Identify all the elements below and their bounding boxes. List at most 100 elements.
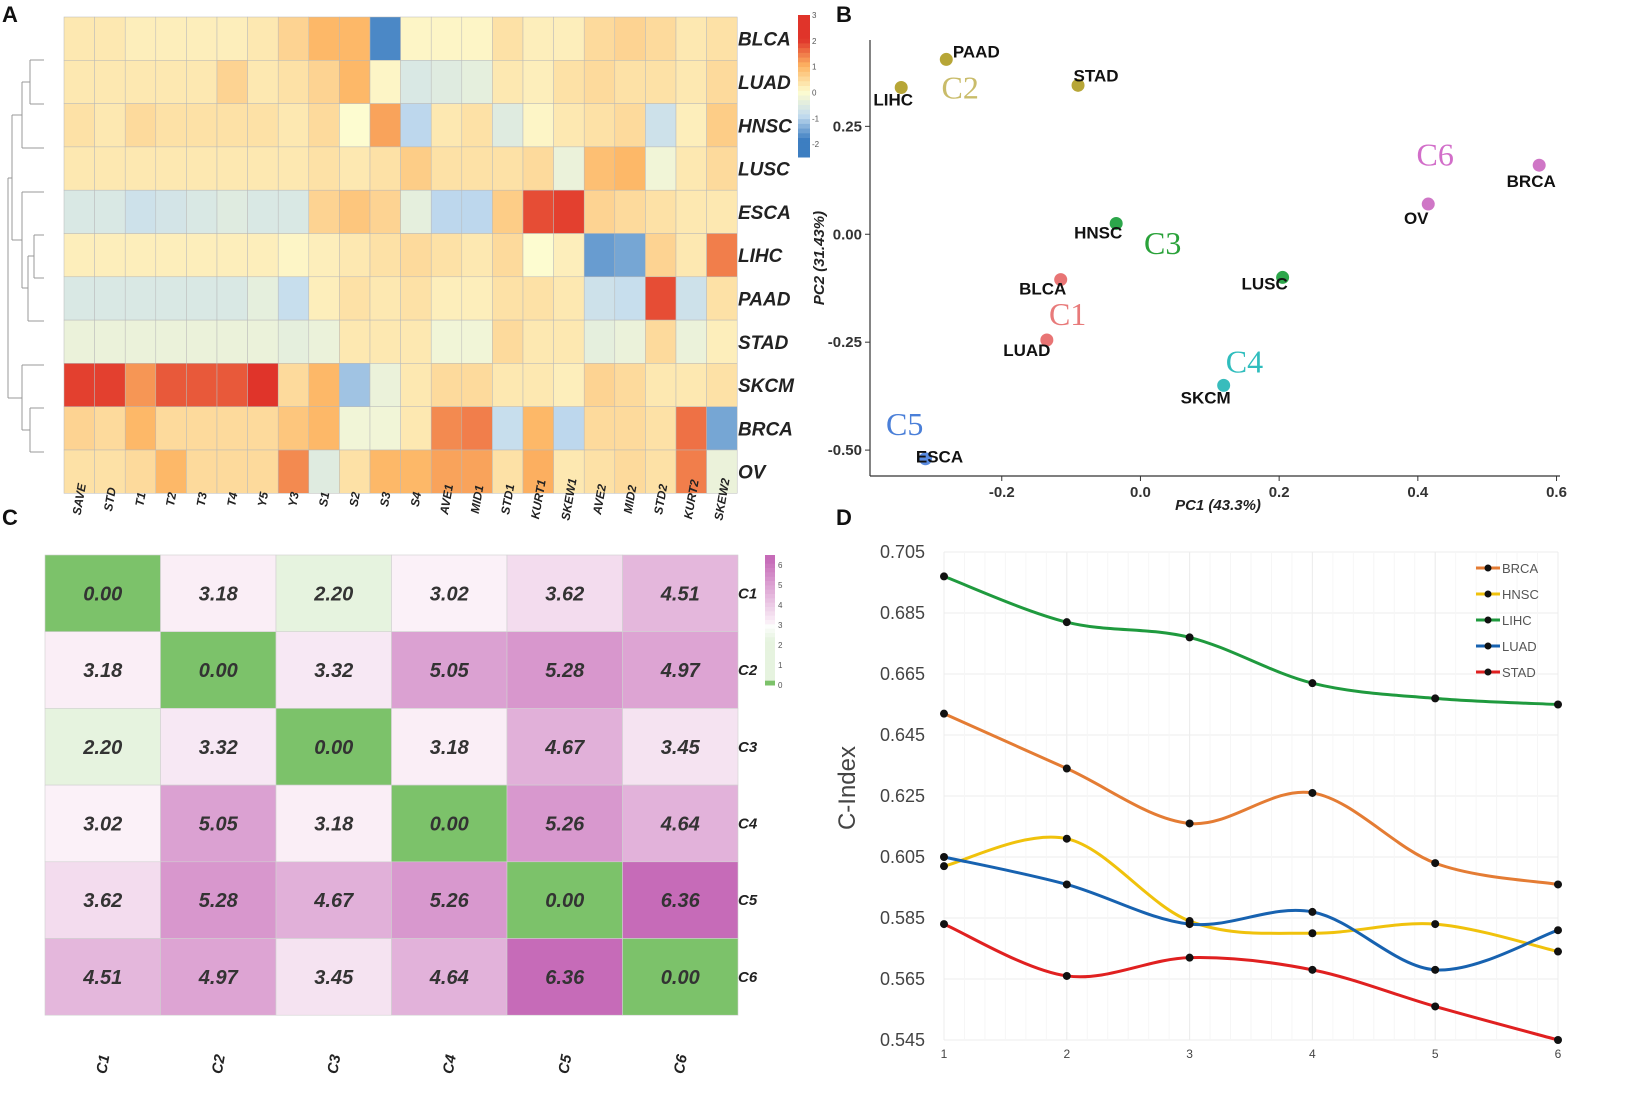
heatmap-a-cell bbox=[308, 276, 340, 321]
colorbar-c-segment bbox=[765, 598, 775, 604]
heatmap-a-cell bbox=[553, 276, 585, 321]
colorbar-a-segment bbox=[798, 24, 810, 30]
colorbar-c-segment bbox=[765, 559, 775, 565]
heatmap-a-cell bbox=[124, 319, 157, 364]
heatmap-a-cell bbox=[614, 406, 646, 451]
heatmap-a-cell bbox=[369, 406, 401, 451]
heatmap-a-cell bbox=[522, 103, 554, 148]
distance-matrix-cell bbox=[622, 554, 739, 632]
heatmap-a-cell bbox=[94, 276, 126, 321]
distance-matrix-value: 0.00 bbox=[83, 583, 122, 605]
heatmap-a-cell bbox=[94, 103, 126, 148]
heatmap-a-cell bbox=[400, 233, 432, 278]
cindex-point bbox=[1308, 907, 1317, 916]
heatmap-a-cell bbox=[63, 16, 95, 61]
heatmap-a-cell bbox=[614, 16, 646, 61]
pca-point-label: LIHC bbox=[873, 90, 913, 109]
heatmap-a-cell bbox=[430, 363, 463, 407]
heatmap-a-cell bbox=[583, 60, 616, 104]
colorbar-a-segment bbox=[798, 48, 810, 54]
heatmap-a-cell bbox=[522, 16, 554, 61]
heatmap-a-cell bbox=[553, 233, 585, 278]
colorbar-a-segment bbox=[798, 15, 810, 21]
heatmap-a-cell bbox=[277, 189, 310, 234]
heatmap-a-cell bbox=[706, 189, 738, 234]
heatmap-a-cell bbox=[583, 319, 616, 364]
colorbar-a-segment bbox=[798, 123, 810, 130]
heatmap-a-cell bbox=[614, 319, 646, 364]
pca-point bbox=[1276, 270, 1290, 284]
colorbar-c-segment bbox=[765, 633, 775, 638]
panel-a-heatmap: BLCA LUAD HNSC LUSC ESCA LIHC PAAD STAD SKCM BRCA… bbox=[7, 11, 820, 522]
heatmap-a-cell bbox=[675, 406, 707, 451]
heatmap-a-cell bbox=[186, 16, 218, 61]
heatmap-a-cell bbox=[277, 406, 310, 451]
heatmap-a-cell bbox=[277, 146, 310, 191]
colorbar-c-segment bbox=[765, 667, 775, 673]
colorbar-c-tick: 4 bbox=[778, 601, 783, 610]
heatmap-a-cell bbox=[461, 449, 493, 494]
heatmap-a-cell bbox=[277, 449, 310, 494]
heatmap-a-cell bbox=[63, 189, 95, 234]
heatmap-a-cell bbox=[400, 16, 432, 61]
colorbar-a-segment bbox=[798, 29, 810, 35]
heatmap-a-cell bbox=[155, 363, 187, 407]
distance-matrix-row-label: C4 bbox=[738, 815, 758, 832]
pca-y-tick-label: -0.50 bbox=[828, 442, 862, 459]
colorbar-a-segment bbox=[798, 128, 810, 134]
heatmap-a-cell bbox=[461, 60, 493, 104]
pca-point-label: STAD bbox=[1074, 66, 1119, 85]
heatmap-a-cell bbox=[277, 276, 310, 321]
colorbar-a-segment bbox=[798, 86, 810, 92]
legend-label: LIHC bbox=[1502, 613, 1532, 628]
heatmap-a-col-label: KURT1 bbox=[528, 478, 549, 520]
colorbar-c-tick: 0 bbox=[778, 681, 783, 690]
heatmap-a-col-label: AVE1 bbox=[437, 483, 456, 517]
distance-matrix-cell bbox=[506, 784, 623, 863]
colorbar-c-tick: 6 bbox=[778, 561, 783, 570]
heatmap-a-cell bbox=[430, 16, 463, 61]
pca-point bbox=[1109, 216, 1123, 230]
heatmap-a-row-label: LUSC bbox=[738, 160, 790, 181]
cindex-x-tick: 1 bbox=[941, 1047, 948, 1061]
cindex-point bbox=[1431, 1002, 1440, 1011]
cindex-y-label: C-Index bbox=[834, 746, 861, 830]
pca-x-tick-label: -0.2 bbox=[989, 484, 1015, 501]
heatmap-a-cell bbox=[675, 189, 707, 234]
heatmap-a-cell bbox=[216, 319, 248, 364]
distance-matrix-cell bbox=[622, 938, 739, 1016]
pca-x-label: PC1 (43.3%) bbox=[1175, 497, 1261, 514]
distance-matrix-value: 5.26 bbox=[430, 890, 470, 912]
heatmap-a-cell bbox=[553, 406, 585, 451]
heatmap-a-col-label: S3 bbox=[377, 491, 393, 508]
heatmap-a-cell bbox=[186, 189, 218, 234]
cindex-y-tick: 0.585 bbox=[880, 908, 925, 928]
heatmap-a-cell bbox=[583, 406, 616, 451]
heatmap-a-cell bbox=[63, 276, 95, 321]
heatmap-a-cell bbox=[94, 189, 126, 234]
distance-matrix-cell bbox=[506, 938, 623, 1016]
heatmap-a-cell bbox=[675, 16, 707, 61]
heatmap-a-row-label: LUAD bbox=[738, 73, 791, 94]
colorbar-c-segment bbox=[765, 663, 775, 669]
distance-matrix-cell bbox=[275, 938, 392, 1016]
colorbar-a-segment bbox=[798, 109, 810, 115]
heatmap-a-cell bbox=[400, 319, 432, 364]
pca-cluster-label: C6 bbox=[1417, 136, 1454, 172]
distance-matrix-value: 3.18 bbox=[83, 660, 123, 682]
heatmap-a-cell bbox=[553, 449, 585, 494]
heatmap-a-cell bbox=[645, 16, 677, 61]
heatmap-a-cell bbox=[553, 60, 585, 104]
pca-point bbox=[1217, 378, 1231, 392]
heatmap-a-cell bbox=[124, 146, 157, 191]
heatmap-a-cell bbox=[706, 16, 738, 61]
heatmap-a-col-label: Y3 bbox=[285, 491, 301, 508]
cindex-point bbox=[1308, 965, 1317, 974]
colorbar-c-segment bbox=[765, 615, 775, 621]
heatmap-a-col-label: KURT2 bbox=[681, 478, 702, 520]
heatmap-a-cell bbox=[339, 16, 371, 61]
heatmap-a-cell bbox=[461, 146, 493, 191]
colorbar-a-segment bbox=[798, 43, 810, 49]
heatmap-a-cell bbox=[63, 319, 95, 364]
heatmap-a-cell bbox=[94, 363, 126, 407]
